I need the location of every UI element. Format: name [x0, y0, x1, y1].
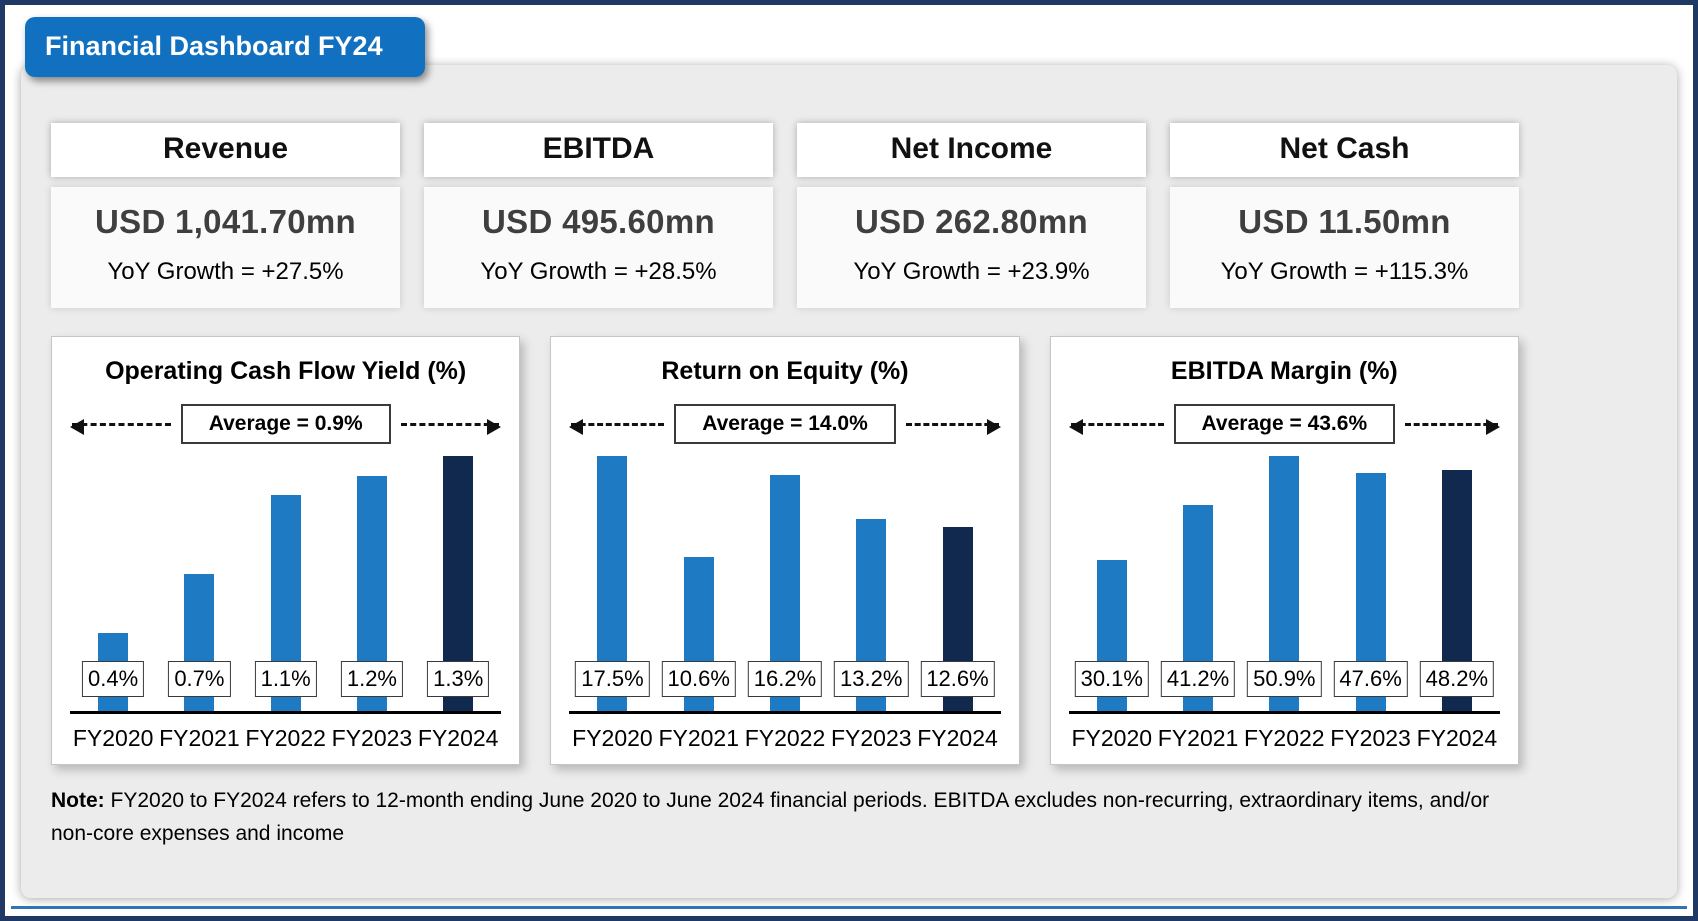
x-axis-label: FY2024 [917, 725, 998, 751]
x-axis-label: FY2022 [245, 725, 326, 751]
bar-value-label: 50.9% [1247, 661, 1322, 697]
footnote-text: FY2020 to FY2024 refers to 12-month endi… [51, 789, 1490, 845]
x-axis-label: FY2022 [744, 725, 826, 751]
bar-column: 1.3% [415, 456, 501, 711]
x-axis-label: FY2020 [72, 725, 154, 751]
bar-column: 50.9% [1241, 456, 1327, 711]
average-indicator: Average = 0.9% [70, 404, 502, 444]
kpi-value: USD 262.80mn [855, 203, 1088, 240]
x-axis-label: FY2023 [830, 725, 912, 751]
footnote-prefix: Note: [51, 789, 105, 812]
kpi-row: Revenue USD 1,041.70mn YoY Growth = +27.… [51, 123, 1519, 308]
chart-title: EBITDA Margin (%) [1170, 357, 1398, 385]
footnote: Note: FY2020 to FY2024 refers to 12-mont… [51, 785, 1506, 850]
kpi-body: USD 11.50mn YoY Growth = +115.3% [1170, 187, 1519, 308]
kpi-label: Net Cash [1170, 123, 1519, 177]
plot-area: 30.1% 41.2% 50.9% 47.6% 48.2% [1068, 456, 1500, 714]
bottom-accent-line [11, 906, 1687, 909]
x-axis-label: FY2024 [417, 725, 499, 751]
bar-column: 30.1% [1069, 456, 1155, 711]
bar-value-label: 13.2% [834, 661, 909, 697]
bar-value-label: 0.4% [82, 661, 145, 697]
bar-value-label: 10.6% [661, 661, 736, 697]
average-indicator: Average = 14.0% [569, 404, 1001, 444]
x-axis-label: FY2021 [159, 725, 240, 751]
kpi-yoy-growth: YoY Growth = +23.9% [853, 258, 1090, 285]
x-axis-labels: FY2020 FY2021 FY2022 FY2023 FY2024 [1069, 714, 1500, 752]
kpi-yoy-growth: YoY Growth = +28.5% [480, 258, 717, 285]
x-axis-label: FY2024 [1416, 725, 1498, 751]
dashed-arrow-right-icon [905, 418, 1001, 435]
x-axis-label: FY2021 [658, 725, 739, 751]
kpi-body: USD 1,041.70mn YoY Growth = +27.5% [51, 187, 400, 308]
bar-column: 13.2% [828, 456, 914, 711]
x-axis-label: FY2023 [331, 725, 413, 751]
bar-value-label: 48.2% [1419, 661, 1495, 697]
kpi-value: USD 1,041.70mn [95, 203, 356, 240]
chart-ebitda-margin: EBITDA Margin (%) Average = 43.6% 30.1% 4… [1049, 336, 1519, 765]
plot-area: 17.5% 10.6% 16.2% 13.2% 12.6% [569, 456, 1001, 714]
bar-column: 48.2% [1414, 456, 1500, 711]
charts-row: Operating Cash Flow Yield (%) Average = … [51, 336, 1519, 765]
kpi-value: USD 11.50mn [1238, 203, 1451, 240]
kpi-card-net-cash: Net Cash USD 11.50mn YoY Growth = +115.3… [1170, 123, 1519, 308]
bar-value-label: 12.6% [920, 661, 995, 697]
chart-return-on-equity: Return on Equity (%) Average = 14.0% 17.… [550, 336, 1020, 765]
bar-column: 12.6% [914, 456, 1000, 711]
chart-operating-cash-flow-yield: Operating Cash Flow Yield (%) Average = … [51, 336, 521, 765]
x-axis-labels: FY2020 FY2021 FY2022 FY2023 FY2024 [70, 714, 501, 752]
bar-value-label: 16.2% [747, 661, 823, 697]
x-axis-label: FY2020 [572, 725, 653, 751]
average-indicator: Average = 43.6% [1068, 404, 1500, 444]
average-label: Average = 43.6% [1173, 404, 1396, 444]
bar-value-label: 1.3% [427, 661, 490, 697]
dashboard-panel: Revenue USD 1,041.70mn YoY Growth = +27.… [21, 65, 1677, 898]
bar-column: 0.7% [156, 456, 242, 711]
kpi-body: USD 262.80mn YoY Growth = +23.9% [797, 187, 1146, 308]
bar-value-label: 0.7% [168, 661, 231, 697]
kpi-card-net-income: Net Income USD 262.80mn YoY Growth = +23… [797, 123, 1146, 308]
kpi-label: EBITDA [424, 123, 773, 177]
dashed-arrow-left-icon [569, 418, 665, 435]
average-label: Average = 14.0% [674, 404, 896, 444]
bar-column: 1.1% [243, 456, 329, 711]
dashed-arrow-right-icon [1405, 418, 1500, 435]
kpi-label: Revenue [51, 123, 400, 177]
bar-column: 16.2% [742, 456, 828, 711]
bar-column: 47.6% [1327, 456, 1413, 711]
kpi-card-revenue: Revenue USD 1,041.70mn YoY Growth = +27.… [51, 123, 400, 308]
kpi-yoy-growth: YoY Growth = +115.3% [1220, 258, 1469, 285]
chart-title: Operating Cash Flow Yield (%) [105, 357, 467, 385]
x-axis-label: FY2023 [1330, 725, 1411, 751]
bar-value-label: 1.1% [254, 661, 317, 697]
x-axis-label: FY2021 [1157, 725, 1239, 751]
bar-column: 41.2% [1155, 456, 1241, 711]
average-label: Average = 0.9% [180, 404, 391, 444]
bar-value-label: 17.5% [575, 661, 650, 697]
dashed-arrow-left-icon [1068, 418, 1164, 435]
plot-area: 0.4% 0.7% 1.1% 1.2% 1.3% [70, 456, 502, 714]
kpi-label: Net Income [797, 123, 1146, 177]
bar-column: 10.6% [656, 456, 742, 711]
kpi-yoy-growth: YoY Growth = +27.5% [107, 258, 344, 285]
x-axis-label: FY2022 [1244, 725, 1325, 751]
x-axis-labels: FY2020 FY2021 FY2022 FY2023 FY2024 [569, 714, 1000, 752]
kpi-body: USD 495.60mn YoY Growth = +28.5% [424, 187, 773, 308]
kpi-value: USD 495.60mn [482, 203, 715, 240]
dashed-arrow-left-icon [70, 418, 171, 435]
bar-column: 17.5% [569, 456, 655, 711]
dashed-arrow-right-icon [400, 418, 502, 435]
bar-value-label: 47.6% [1333, 661, 1408, 697]
bar-value-label: 1.2% [340, 661, 403, 697]
bar-value-label: 41.2% [1160, 661, 1236, 697]
page-title: Financial Dashboard FY24 [25, 17, 425, 77]
bar-column: 1.2% [329, 456, 415, 711]
bar-column: 0.4% [70, 456, 156, 711]
kpi-card-ebitda: EBITDA USD 495.60mn YoY Growth = +28.5% [424, 123, 773, 308]
chart-title: Return on Equity (%) [661, 357, 909, 385]
x-axis-label: FY2020 [1071, 725, 1153, 751]
bar-value-label: 30.1% [1074, 661, 1149, 697]
